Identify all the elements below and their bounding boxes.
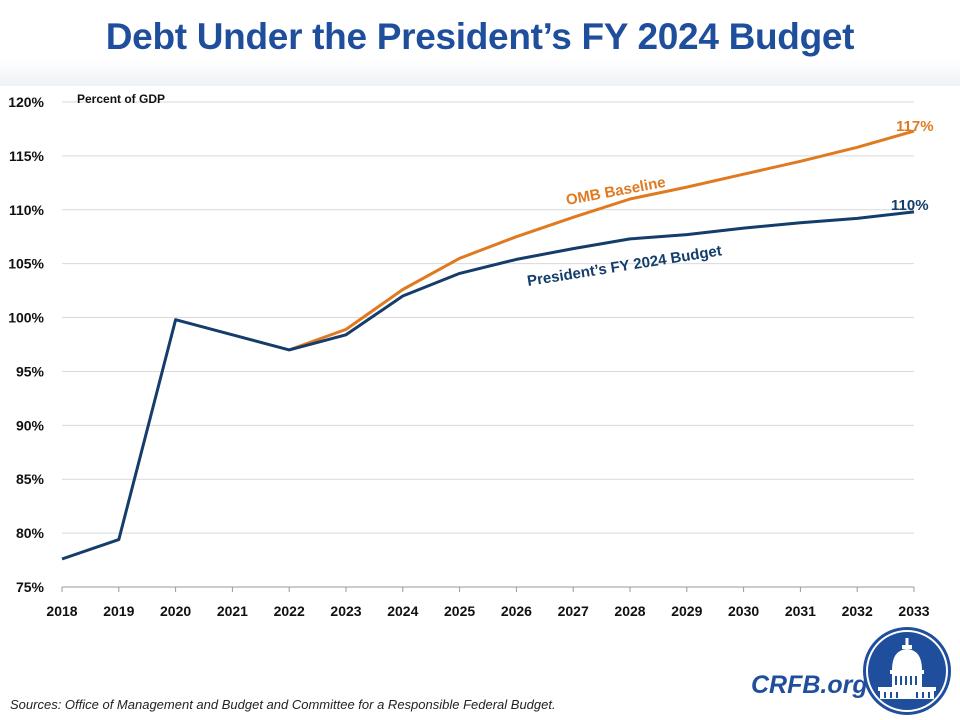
brand-link[interactable]: CRFB.org	[751, 671, 868, 699]
y-tick-label: 115%	[9, 148, 45, 164]
title-bar: Debt Under the President’s FY 2024 Budge…	[0, 0, 960, 86]
y-tick-label: 90%	[16, 417, 45, 433]
line-omb-baseline	[288, 129, 915, 352]
x-tick-label: 2022	[274, 603, 305, 619]
capitol-dome-logo	[863, 627, 951, 715]
x-tick-label: 2031	[785, 603, 816, 619]
x-tick-label: 2032	[842, 603, 873, 619]
end-label-presidents-budget: 110%	[891, 197, 929, 214]
x-tick-label: 2018	[46, 603, 77, 619]
source-note: Sources: Office of Management and Budget…	[10, 697, 556, 712]
y-tick-label: 110%	[9, 202, 45, 218]
y-tick-label: 85%	[16, 471, 45, 487]
series-lines	[61, 129, 915, 561]
end-label-omb-baseline: 117%	[896, 118, 934, 135]
y-tick-labels: 75% 80% 85% 90% 95% 100% 105% 110% 115% 120%	[8, 94, 44, 595]
y-axis-label: Percent of GDP	[77, 92, 165, 106]
x-tick-label: 2030	[728, 603, 759, 619]
x-tick-label: 2023	[330, 603, 361, 619]
x-tick-label: 2021	[217, 603, 248, 619]
line-presidents-budget	[61, 210, 915, 561]
y-tick-label: 75%	[16, 579, 45, 595]
y-tick-label: 80%	[16, 525, 45, 541]
x-tick-label: 2026	[501, 603, 532, 619]
y-tick-label: 95%	[16, 363, 45, 379]
x-tick-label: 2029	[671, 603, 702, 619]
series-label-presidents-budget: President’s FY 2024 Budget	[526, 242, 723, 290]
x-tick-label: 2027	[558, 603, 589, 619]
y-tick-label: 120%	[8, 94, 44, 110]
gridlines	[62, 101, 914, 588]
chart-title: Debt Under the President’s FY 2024 Budge…	[105, 16, 855, 57]
x-tick-label: 2019	[103, 603, 134, 619]
x-tick-label: 2033	[898, 603, 929, 619]
y-tick-label: 105%	[8, 256, 44, 272]
y-tick-label: 100%	[8, 310, 44, 326]
x-tick-label: 2020	[160, 603, 191, 619]
x-tick-label: 2024	[387, 603, 418, 619]
x-tick-label: 2025	[444, 603, 475, 619]
x-tick-label: 2028	[614, 603, 645, 619]
x-tick-labels: 2018 2019 2020 2021 2022 2023 2024 2025 2026 2027…	[46, 587, 930, 619]
